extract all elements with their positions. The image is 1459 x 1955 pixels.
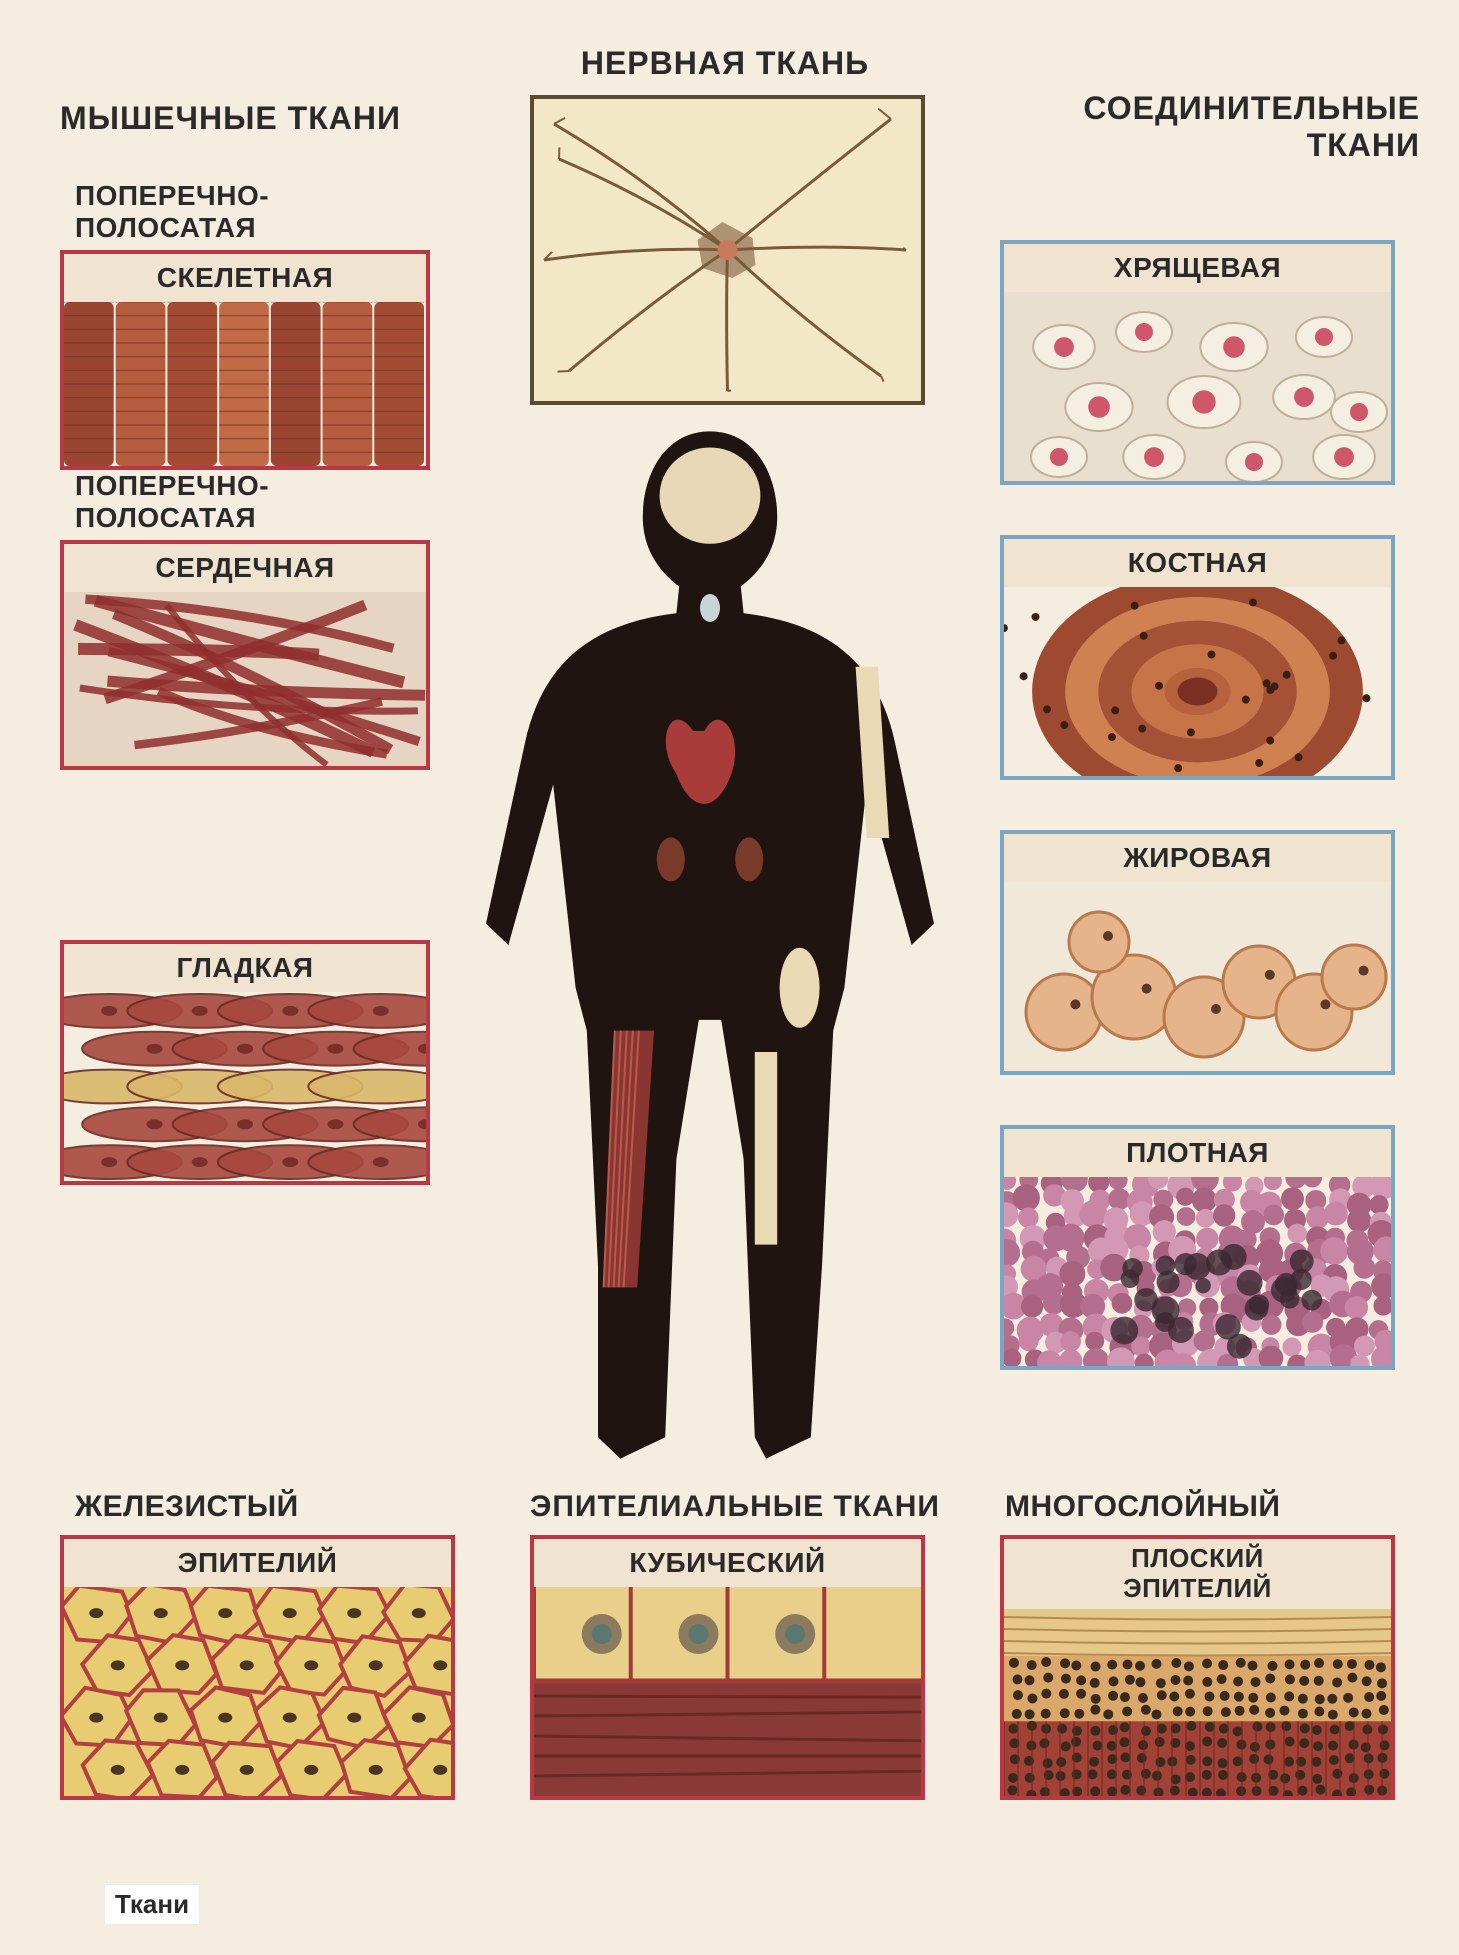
- tile-cartilage: ХРЯЩЕВАЯ: [1000, 240, 1395, 485]
- caption: Ткани: [105, 1885, 199, 1924]
- tile-cardiac: СЕРДЕЧНАЯ: [60, 540, 430, 770]
- tile-cartilage-art: [1004, 292, 1391, 481]
- body-silhouette: [430, 410, 990, 1480]
- tile-cardiac-art: [64, 592, 426, 766]
- tile-smooth-label: ГЛАДКАЯ: [64, 944, 426, 992]
- tile-cuboidal: КУБИЧЕСКИЙ: [530, 1535, 925, 1800]
- tile-nervous-art: [534, 99, 921, 401]
- tile-dense-label: ПЛОТНАЯ: [1004, 1129, 1391, 1177]
- prelabel-stratified: МНОГОСЛОЙНЫЙ: [1005, 1490, 1280, 1525]
- tile-stratified-label: ПЛОСКИЙ ЭПИТЕЛИЙ: [1004, 1539, 1391, 1609]
- page: МЫШЕЧНЫЕ ТКАНИ НЕРВНАЯ ТКАНЬ СОЕДИНИТЕЛЬ…: [0, 0, 1459, 1955]
- tile-cuboidal-label: КУБИЧЕСКИЙ: [534, 1539, 921, 1587]
- title-muscular: МЫШЕЧНЫЕ ТКАНИ: [60, 100, 460, 137]
- tile-skeletal-label: СКЕЛЕТНАЯ: [64, 254, 426, 302]
- tile-bone-label: КОСТНАЯ: [1004, 539, 1391, 587]
- prelabel-skeletal: ПОПЕРЕЧНО- ПОЛОСАТАЯ: [75, 180, 269, 244]
- prelabel-cardiac: ПОПЕРЕЧНО- ПОЛОСАТАЯ: [75, 470, 269, 534]
- tile-cardiac-label: СЕРДЕЧНАЯ: [64, 544, 426, 592]
- tile-stratified: ПЛОСКИЙ ЭПИТЕЛИЙ: [1000, 1535, 1395, 1800]
- tile-adipose: ЖИРОВАЯ: [1000, 830, 1395, 1075]
- tile-stratified-art: [1004, 1609, 1391, 1796]
- tile-cuboidal-art: [534, 1587, 921, 1796]
- tile-bone: КОСТНАЯ: [1000, 535, 1395, 780]
- title-nervous: НЕРВНАЯ ТКАНЬ: [510, 45, 940, 82]
- tile-cartilage-label: ХРЯЩЕВАЯ: [1004, 244, 1391, 292]
- tile-smooth-art: [64, 992, 426, 1181]
- tile-smooth: ГЛАДКАЯ: [60, 940, 430, 1185]
- tile-nervous: [530, 95, 925, 405]
- tile-glandular: ЭПИТЕЛИЙ: [60, 1535, 455, 1800]
- title-epithelial: ЭПИТЕЛИАЛЬНЫЕ ТКАНИ: [485, 1490, 985, 1524]
- prelabel-glandular: ЖЕЛЕЗИСТЫЙ: [75, 1490, 299, 1525]
- tile-skeletal: СКЕЛЕТНАЯ: [60, 250, 430, 470]
- tile-skeletal-art: [64, 302, 426, 466]
- tile-adipose-label: ЖИРОВАЯ: [1004, 834, 1391, 882]
- tile-glandular-art: [64, 1587, 451, 1796]
- tile-dense-art: [1004, 1177, 1391, 1366]
- tile-dense: ПЛОТНАЯ: [1000, 1125, 1395, 1370]
- tile-glandular-label: ЭПИТЕЛИЙ: [64, 1539, 451, 1587]
- title-connective: СОЕДИНИТЕЛЬНЫЕ ТКАНИ: [1000, 90, 1420, 164]
- tile-bone-art: [1004, 587, 1391, 776]
- tile-adipose-art: [1004, 882, 1391, 1071]
